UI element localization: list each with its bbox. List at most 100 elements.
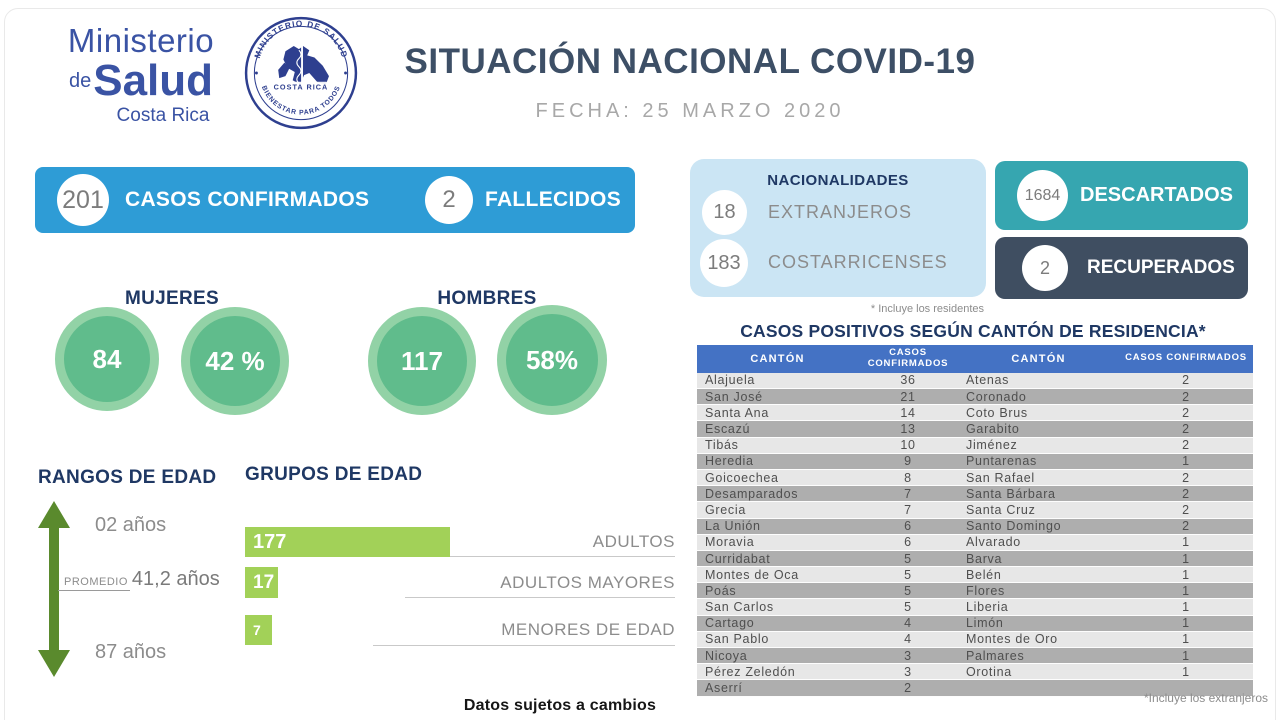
promedio-label: PROMEDIO (58, 576, 130, 591)
canton-cell: Pérez Zeledón (697, 663, 858, 681)
age-average: PROMEDIO 41,2 años (58, 568, 220, 591)
canton-cell: San Carlos (697, 598, 858, 616)
cases-count-cell: 2 (1119, 518, 1253, 535)
cases-count-cell: 6 (858, 534, 958, 551)
logo-salud: Salud (93, 56, 214, 105)
cases-count-cell: 4 (858, 615, 958, 632)
cases-count-cell: 2 (1119, 469, 1253, 487)
table-row: Montes de Oca 5 Belén 1 (697, 566, 1253, 584)
men-percent-circle: 58% (497, 305, 607, 415)
cases-count-cell (1119, 679, 1253, 697)
cases-count-cell: 7 (858, 485, 958, 503)
page-title: SITUACIÓN NACIONAL COVID-19 (404, 42, 976, 81)
cases-count-cell: 2 (1119, 437, 1253, 454)
table-row: Escazú 13 Garabito 2 (697, 420, 1253, 438)
cases-count-cell: 3 (858, 647, 958, 665)
promedio-value: 41,2 años (131, 568, 220, 590)
cases-count-cell: 2 (1119, 372, 1253, 390)
foreigners-count-badge: 18 (702, 190, 747, 235)
cases-count-cell: 2 (1119, 485, 1253, 503)
cases-count-cell: 21 (858, 388, 958, 406)
recovered-panel: 2 RECUPERADOS (995, 237, 1248, 299)
cases-count-cell: 5 (858, 566, 958, 584)
canton-cell: Aserrí (697, 679, 858, 697)
women-percent-circle: 42 % (181, 307, 289, 415)
table-row: Heredia 9 Puntarenas 1 (697, 453, 1253, 470)
adults-bar-line (450, 556, 675, 557)
adults-bar: 177 (245, 527, 450, 557)
cases-count-cell: 1 (1119, 550, 1253, 568)
foreigners-label: EXTRANJEROS (768, 202, 913, 222)
cases-count-cell: 1 (1119, 631, 1253, 649)
cases-count-cell: 2 (1119, 388, 1253, 406)
canton-cell: Cartago (697, 615, 858, 632)
ministry-seal-icon: MINISTERIO DE SALUD BIENESTAR PARA TODOS… (244, 16, 358, 130)
confirmed-count-badge: 201 (57, 174, 109, 226)
canton-cell: Moravia (697, 534, 858, 551)
canton-cell: Limón (958, 615, 1119, 632)
canton-cell (958, 679, 1119, 697)
deaths-label: FALLECIDOS (485, 188, 622, 211)
canton-header-1: CANTÓN (697, 345, 858, 373)
men-count-circle: 117 (368, 307, 476, 415)
discarded-count-badge: 1684 (1017, 170, 1068, 221)
canton-cell: Coto Brus (958, 404, 1119, 422)
cases-count-cell: 1 (1119, 598, 1253, 616)
table-row: Grecia 7 Santa Cruz 2 (697, 501, 1253, 519)
cases-count-cell: 1 (1119, 534, 1253, 551)
canton-cell: Garabito (958, 420, 1119, 438)
discarded-label: DESCARTADOS (1080, 184, 1233, 206)
ministry-logo: Ministerio deSalud Costa Rica (40, 24, 242, 125)
canton-cell: Poás (697, 582, 858, 600)
table-row: Cartago 4 Limón 1 (697, 615, 1253, 632)
canton-cell: Santa Ana (697, 404, 858, 422)
cases-count-cell: 13 (858, 420, 958, 438)
canton-cell: Nicoya (697, 647, 858, 665)
canton-cell: Palmares (958, 647, 1119, 665)
minors-bar-line (373, 645, 675, 646)
canton-cell: Montes de Oro (958, 631, 1119, 649)
canton-cell: San José (697, 388, 858, 406)
logo-de: de (68, 70, 92, 92)
table-row: San José 21 Coronado 2 (697, 388, 1253, 406)
canton-cell: Santo Domingo (958, 518, 1119, 535)
canton-cell: Atenas (958, 372, 1119, 390)
elderly-bar-line (405, 597, 675, 598)
table-row: San Carlos 5 Liberia 1 (697, 598, 1253, 616)
cases-count-cell: 9 (858, 453, 958, 470)
cases-count-cell: 5 (858, 582, 958, 600)
report-date: FECHA: 25 MARZO 2020 (535, 100, 845, 122)
canton-cell: Alvarado (958, 534, 1119, 551)
canton-cell: Grecia (697, 501, 858, 519)
age-groups-heading: GRUPOS DE EDAD (245, 464, 423, 485)
logo-line-salud: deSalud (40, 59, 242, 103)
canton-table-title: CASOS POSITIVOS SEGÚN CANTÓN DE RESIDENC… (740, 321, 1206, 341)
canton-cell: Liberia (958, 598, 1119, 616)
table-row: Tibás 10 Jiménez 2 (697, 437, 1253, 454)
residents-footnote: * Incluye los residentes (870, 303, 984, 315)
age-max-label: 87 años (95, 641, 167, 663)
table-row: Goicoechea 8 San Rafael 2 (697, 469, 1253, 487)
canton-cell: La Unión (697, 518, 858, 535)
cases-count-cell: 1 (1119, 453, 1253, 470)
confirmed-label: CASOS CONFIRMADOS (125, 188, 370, 211)
cases-count-cell: 2 (858, 679, 958, 697)
cases-count-cell: 14 (858, 404, 958, 422)
cases-count-cell: 5 (858, 550, 958, 568)
canton-cell: San Pablo (697, 631, 858, 649)
canton-cell: Flores (958, 582, 1119, 600)
canton-table: CANTÓN CASOS CONFIRMADOS CANTÓN CASOS CO… (697, 345, 1253, 697)
cases-count-cell: 1 (1119, 647, 1253, 665)
canton-cell: Santa Cruz (958, 501, 1119, 519)
table-row: San Pablo 4 Montes de Oro 1 (697, 631, 1253, 649)
cases-count-cell: 5 (858, 598, 958, 616)
cases-count-cell: 4 (858, 631, 958, 649)
cases-count-cell: 6 (858, 518, 958, 535)
table-row: Poás 5 Flores 1 (697, 582, 1253, 600)
canton-table-body: Alajuela 36 Atenas 2 San José 21 Coronado 2 Sant… (697, 372, 1253, 697)
table-row: Pérez Zeledón 3 Orotina 1 (697, 663, 1253, 681)
cases-count-cell: 3 (858, 663, 958, 681)
canton-cell: San Rafael (958, 469, 1119, 487)
canton-cell: Goicoechea (697, 469, 858, 487)
table-row: Moravia 6 Alvarado 1 (697, 534, 1253, 551)
